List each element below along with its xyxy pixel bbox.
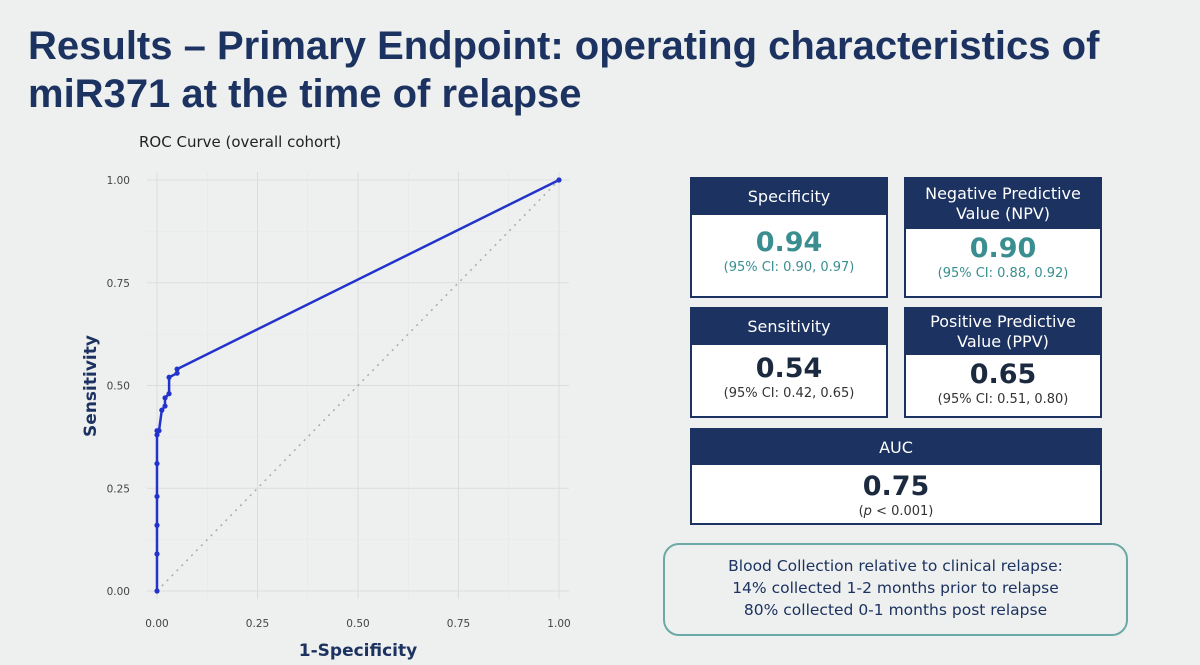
auc-card: AUC 0.75 (p < 0.001)	[690, 428, 1102, 525]
roc-point	[154, 551, 160, 557]
sensitivity-value: 0.54	[755, 353, 823, 384]
x-axis-title: 1-Specificity	[299, 641, 417, 661]
y-tick-label: 0.75	[107, 278, 130, 290]
ppv-ci: (95% CI: 0.51, 0.80)	[937, 392, 1069, 407]
note-line-3: 80% collected 0-1 months post relapse	[743, 601, 1048, 619]
y-tick-label: 0.00	[107, 586, 130, 598]
ppv-label-line2: Value (PPV)	[957, 332, 1049, 351]
sensitivity-ci: (95% CI: 0.42, 0.65)	[723, 386, 855, 401]
x-tick-label: 0.25	[246, 618, 269, 630]
roc-point	[156, 428, 162, 434]
roc-series-line	[155, 178, 560, 591]
specificity-ci: (95% CI: 0.90, 0.97)	[723, 260, 855, 275]
roc-point	[166, 374, 172, 380]
npv-label-line1: Negative Predictive	[925, 184, 1081, 203]
roc-point	[162, 403, 168, 409]
roc-point	[174, 366, 180, 372]
auc-p-value: (p < 0.001)	[858, 504, 934, 519]
auc-value: 0.75	[862, 471, 930, 502]
y-tick-label: 1.00	[107, 175, 130, 187]
chart-title: ROC Curve (overall cohort)	[139, 133, 342, 151]
npv-card: Negative Predictive Value (NPV) 0.90 (95…	[904, 177, 1102, 298]
auc-p-rest: < 0.001)	[871, 504, 934, 519]
specificity-card: Specificity 0.94 (95% CI: 0.90, 0.97)	[690, 177, 888, 298]
npv-ci: (95% CI: 0.88, 0.92)	[937, 266, 1069, 281]
ppv-header: Positive Predictive Value (PPV)	[906, 309, 1100, 355]
roc-point	[162, 395, 168, 401]
y-tick-label: 0.50	[107, 381, 130, 393]
auc-header: AUC	[692, 430, 1100, 465]
chart-grid	[147, 172, 569, 599]
roc-points	[154, 177, 562, 594]
roc-point	[154, 432, 160, 438]
auc-label: AUC	[879, 437, 913, 457]
ppv-value: 0.65	[969, 359, 1037, 390]
roc-chart: 0.00 0.25 0.50 0.75 1.00 0.00 0.25 0.50 0.75 1.0…	[81, 172, 571, 661]
specificity-header: Specificity	[692, 179, 886, 215]
x-tick-label: 0.00	[145, 618, 168, 630]
roc-point	[154, 460, 160, 467]
sensitivity-header: Sensitivity	[692, 309, 886, 345]
y-axis-title: Sensitivity	[81, 335, 101, 437]
x-tick-label: 0.75	[447, 618, 470, 630]
slide-title: Results – Primary Endpoint: operating ch…	[28, 24, 1100, 116]
roc-point	[174, 370, 180, 376]
y-tick-labels: 0.00 0.25 0.50 0.75 1.00	[107, 175, 130, 598]
roc-point	[154, 522, 160, 528]
specificity-label: Specificity	[747, 187, 831, 206]
sensitivity-card: Sensitivity 0.54 (95% CI: 0.42, 0.65)	[690, 307, 888, 418]
roc-point	[556, 177, 562, 183]
x-tick-label: 1.00	[547, 618, 570, 630]
roc-point	[154, 588, 160, 594]
sensitivity-label: Sensitivity	[747, 317, 831, 336]
npv-label-line2: Value (NPV)	[955, 204, 1051, 223]
y-tick-label: 0.25	[107, 483, 130, 495]
npv-value: 0.90	[969, 233, 1037, 264]
note-line-2: 14% collected 1-2 months prior to relaps…	[732, 579, 1059, 597]
roc-point	[166, 391, 172, 397]
ppv-card: Positive Predictive Value (PPV) 0.65 (95…	[904, 307, 1102, 418]
x-tick-label: 0.50	[346, 618, 369, 630]
roc-point	[154, 493, 160, 500]
note-line-1: Blood Collection relative to clinical re…	[728, 557, 1063, 575]
x-tick-labels: 0.00 0.25 0.50 0.75 1.00	[145, 618, 570, 630]
specificity-value: 0.94	[755, 227, 823, 258]
npv-header: Negative Predictive Value (NPV)	[906, 179, 1100, 229]
auc-p-symbol: p	[863, 504, 872, 519]
blood-collection-note: Blood Collection relative to clinical re…	[663, 543, 1128, 636]
reference-diagonal	[156, 179, 560, 592]
ppv-label-line1: Positive Predictive	[930, 312, 1076, 331]
roc-point	[159, 407, 165, 413]
